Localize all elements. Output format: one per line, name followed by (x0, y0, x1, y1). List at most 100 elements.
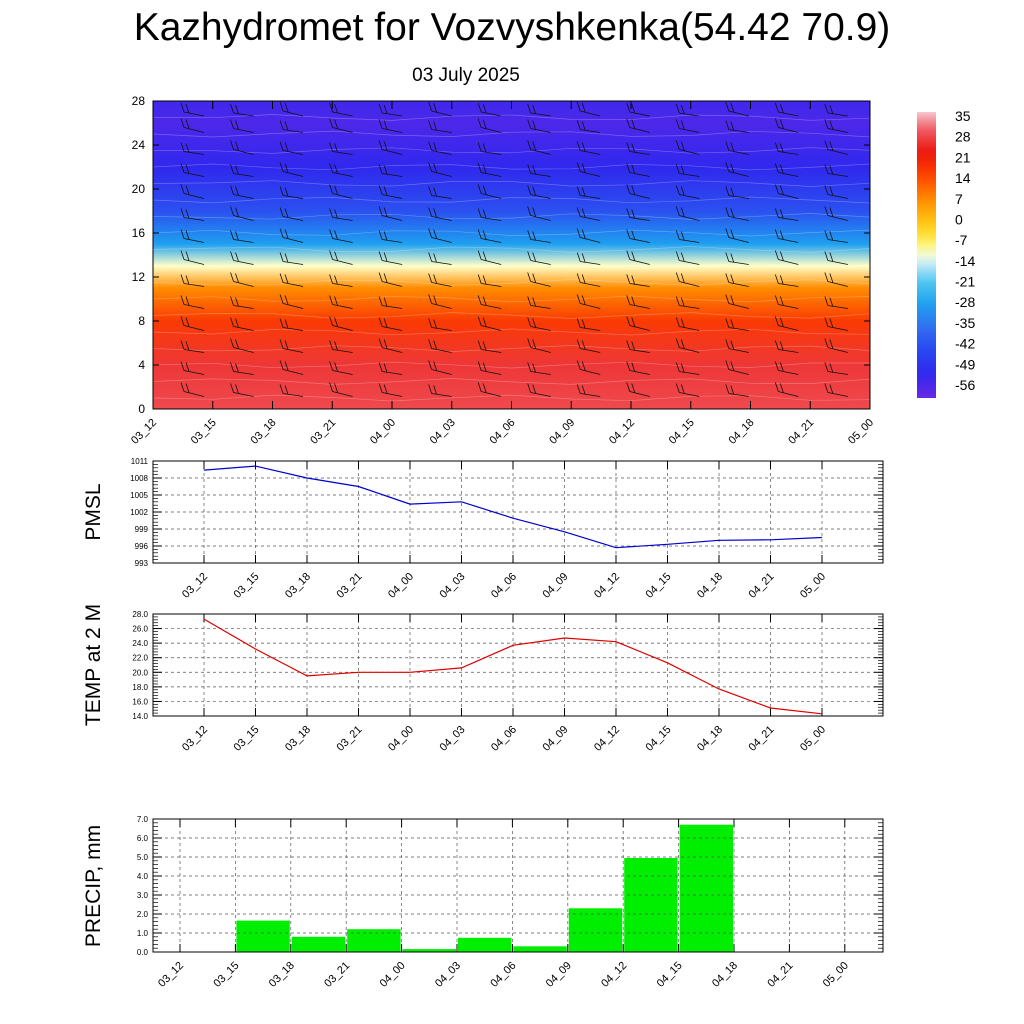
x-tick-label: 04_09 (544, 960, 574, 990)
wind-barb (576, 294, 601, 309)
wind-barb (477, 295, 502, 309)
wind-barb (428, 384, 452, 397)
wind-barb (774, 142, 799, 155)
x-tick-label: 03_21 (335, 724, 365, 754)
wind-barb (428, 228, 452, 243)
heatmap-contour (152, 196, 871, 204)
wind-barb (527, 164, 551, 177)
wind-barb (378, 119, 403, 133)
panel-frame (152, 460, 884, 564)
wind-barb (527, 103, 551, 117)
wind-barb (180, 142, 205, 155)
wind-barb (824, 338, 848, 353)
wind-barb (626, 163, 650, 177)
wind-barb (824, 296, 848, 309)
wind-barb (675, 206, 700, 221)
wind-barb (279, 228, 304, 243)
y-axis-title: PRECIP, mm (82, 825, 105, 947)
x-tick-label: 04_00 (378, 960, 408, 990)
wind-barb (576, 252, 601, 265)
x-tick-label: 04_06 (488, 417, 518, 447)
y-tick-label: 4 (138, 358, 145, 372)
wind-barb (626, 361, 650, 375)
wind-barb (824, 164, 848, 177)
x-tick-label: 03_12 (129, 417, 159, 447)
colorbar-label: -7 (955, 232, 968, 248)
wind-barb (576, 141, 601, 155)
wind-barb (675, 362, 700, 375)
wind-barb (527, 119, 551, 133)
wind-barb (477, 163, 502, 177)
heatmap-contour (152, 361, 870, 369)
x-tick-label: 04_15 (655, 960, 685, 990)
wind-barb (180, 250, 205, 265)
wind-barb (378, 338, 403, 353)
wind-barb (626, 102, 650, 117)
x-tick-label: 03_12 (180, 571, 210, 601)
wind-barb (428, 186, 452, 199)
wind-barb (428, 360, 452, 375)
wind-barb (725, 228, 749, 243)
wind-barb (774, 382, 799, 397)
wind-barb (378, 272, 403, 287)
y-tick-label: 1.0 (137, 929, 149, 938)
wind-barb (675, 296, 700, 309)
heatmap-contour (152, 312, 871, 319)
heatmap-contour (152, 378, 871, 385)
wind-barb (576, 101, 601, 117)
wind-barb (774, 340, 799, 353)
y-tick-label: 26.0 (132, 625, 148, 634)
wind-barb (576, 384, 601, 397)
wind-barb (824, 383, 848, 397)
x-tick-label: 03_18 (267, 960, 297, 990)
colorbar-label: -42 (955, 336, 975, 352)
x-tick-label: 03_21 (308, 417, 338, 447)
wind-barb (378, 296, 403, 309)
y-tick-label: 14.0 (132, 712, 148, 721)
colorbar-label: 7 (955, 191, 963, 207)
wind-barb (230, 230, 254, 243)
wind-barb (824, 119, 848, 133)
wind-barb (774, 250, 799, 265)
wind-barb (725, 339, 749, 353)
wind-barb (428, 273, 452, 287)
x-tick-label: 03_15 (232, 724, 262, 754)
heatmap-contour (152, 229, 871, 237)
wind-barb (230, 317, 254, 331)
x-tick-label: 04_00 (386, 724, 416, 754)
heatmap-contour (152, 180, 871, 187)
wind-barb (824, 362, 848, 375)
wind-barb (230, 119, 254, 133)
wind-barb (527, 317, 551, 331)
colorbar-label: 14 (955, 170, 971, 186)
heatmap-contour (152, 262, 871, 270)
wind-barb (279, 162, 304, 177)
wind-barb (230, 164, 254, 177)
wind-barb (477, 118, 502, 133)
y-tick-label: 24.0 (132, 639, 148, 648)
wind-barb (378, 185, 403, 199)
wind-barb (675, 251, 700, 265)
x-tick-label: 05_00 (846, 417, 876, 447)
y-tick-label: 996 (135, 542, 149, 551)
x-tick-label: 04_03 (438, 571, 468, 601)
precip-bar (624, 858, 678, 952)
wind-barb (774, 316, 799, 331)
precip-bar (568, 908, 623, 952)
x-tick-label: 03_21 (322, 960, 352, 990)
wind-barb (279, 294, 304, 309)
wind-barb (378, 206, 403, 221)
wind-barb (428, 339, 452, 353)
x-tick-label: 05_00 (798, 571, 828, 601)
x-tick-label: 04_00 (368, 417, 398, 447)
wind-barb (527, 338, 551, 353)
wind-barb (576, 228, 601, 243)
wind-barb (428, 101, 452, 117)
wind-barb (824, 230, 848, 243)
wind-barb (477, 208, 502, 221)
colorbar-label: 21 (955, 149, 971, 165)
wind-barb (378, 103, 403, 117)
wind-barb (428, 207, 452, 221)
wind-barb (230, 103, 254, 117)
